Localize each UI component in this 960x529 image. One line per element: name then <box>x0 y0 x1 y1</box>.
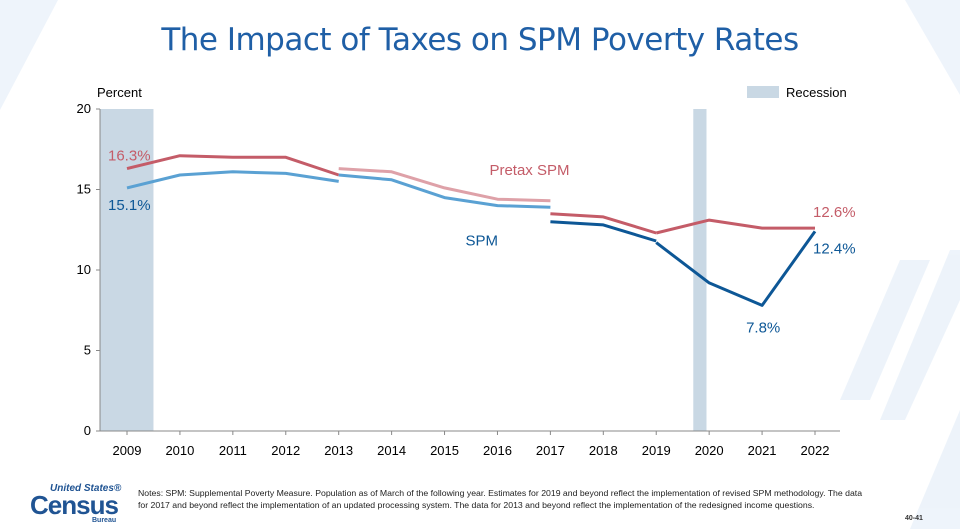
spm-line-segment-0 <box>126 170 339 190</box>
x-tick-label: 2009 <box>113 443 142 458</box>
x-tick-label: 2013 <box>324 443 353 458</box>
census-logo: United States® Census Bureau <box>30 483 130 527</box>
recession-band-1 <box>693 109 707 431</box>
x-tick-label: 2017 <box>536 443 565 458</box>
y-tick-label: 15 <box>77 182 91 197</box>
x-tick-label: 2016 <box>483 443 512 458</box>
logo-census: Census <box>30 490 119 520</box>
y-axis-label: Percent <box>97 85 142 100</box>
page-number: 40-41 <box>905 515 923 522</box>
data-label: 12.4% <box>813 240 856 257</box>
data-label: 12.6% <box>813 204 856 221</box>
data-label: 16.3% <box>108 148 151 165</box>
pretax-spm-line-segment-2 <box>550 212 657 235</box>
x-tick-label: 2012 <box>271 443 300 458</box>
x-tick-label: 2020 <box>695 443 724 458</box>
logo-bureau: Bureau <box>92 517 117 524</box>
x-tick-label: 2014 <box>377 443 406 458</box>
x-tick-label: 2011 <box>219 443 247 458</box>
spm-line-segment-3 <box>655 230 817 307</box>
y-tick-label: 0 <box>84 423 91 438</box>
x-tick-label: 2010 <box>165 443 194 458</box>
x-tick-label: 2019 <box>642 443 671 458</box>
data-label: 7.8% <box>746 319 780 336</box>
x-tick-label: 2015 <box>430 443 459 458</box>
pretax-spm-line-segment-1 <box>338 167 551 203</box>
pretax-spm-line-segment-3 <box>655 218 815 235</box>
footnotes: Notes: SPM: Supplemental Poverty Measure… <box>138 488 863 510</box>
x-tick-label: 2018 <box>589 443 618 458</box>
chart-title: The Impact of Taxes on SPM Poverty Rates <box>161 22 799 58</box>
y-tick-label: 5 <box>84 343 91 358</box>
x-tick-label: 2022 <box>801 443 830 458</box>
legend-recession-swatch <box>747 86 779 98</box>
legend-recession-label: Recession <box>786 85 847 100</box>
spm-line-segment-2 <box>550 220 657 243</box>
pretax-spm-line-segment-0 <box>126 154 340 177</box>
logo-united-states: United States® <box>50 483 122 494</box>
data-label: Pretax SPM <box>489 162 569 179</box>
y-tick-label: 10 <box>77 262 91 277</box>
data-label: SPM <box>465 232 498 249</box>
y-tick-label: 20 <box>77 101 91 116</box>
recession-band-0 <box>100 109 154 431</box>
x-tick-label: 2021 <box>748 443 777 458</box>
data-label: 15.1% <box>108 197 151 214</box>
spm-line-segment-1 <box>338 173 551 209</box>
